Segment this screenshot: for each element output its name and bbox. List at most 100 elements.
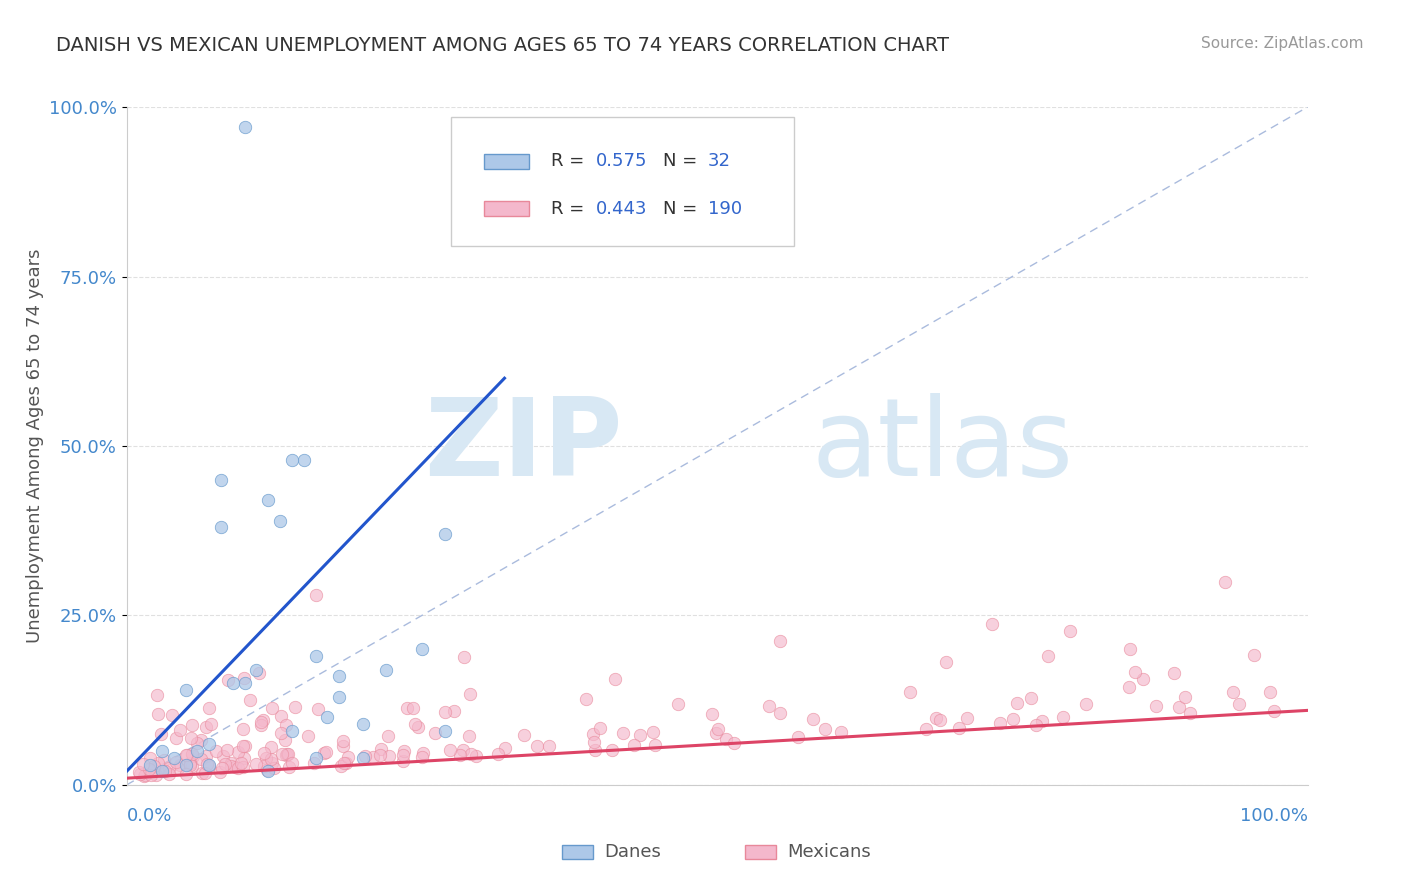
Text: R =: R = bbox=[551, 153, 589, 170]
Point bbox=[252, 713, 274, 727]
Text: N =: N = bbox=[662, 153, 703, 170]
Text: 0.0%: 0.0% bbox=[127, 807, 172, 825]
Point bbox=[1001, 712, 1024, 726]
Point bbox=[1258, 685, 1281, 699]
Point bbox=[704, 725, 727, 739]
Point bbox=[830, 725, 852, 739]
Point bbox=[956, 711, 979, 725]
Point bbox=[169, 757, 191, 772]
Text: R =: R = bbox=[551, 200, 589, 218]
Point bbox=[153, 764, 176, 778]
Point bbox=[283, 700, 305, 714]
Point bbox=[411, 750, 433, 764]
FancyBboxPatch shape bbox=[485, 202, 529, 216]
Point bbox=[981, 616, 1004, 631]
Point bbox=[253, 746, 276, 760]
Point bbox=[641, 725, 664, 739]
Point bbox=[1025, 717, 1047, 731]
Point bbox=[336, 750, 359, 764]
Point bbox=[330, 758, 353, 772]
Point bbox=[233, 739, 256, 753]
Point bbox=[205, 744, 228, 758]
Point bbox=[377, 729, 399, 743]
Point bbox=[208, 765, 231, 780]
Point bbox=[412, 746, 434, 760]
Point bbox=[138, 762, 160, 776]
Point bbox=[1163, 665, 1185, 680]
Text: 0.443: 0.443 bbox=[595, 200, 647, 218]
Point bbox=[758, 698, 780, 713]
Point bbox=[211, 749, 233, 764]
Point bbox=[1132, 673, 1154, 687]
Point bbox=[1005, 696, 1028, 710]
Point bbox=[233, 120, 256, 135]
Point bbox=[263, 761, 285, 775]
Point bbox=[453, 742, 475, 756]
Point bbox=[217, 673, 239, 688]
Point bbox=[260, 752, 283, 766]
Point bbox=[612, 725, 634, 739]
Point bbox=[307, 701, 329, 715]
Point bbox=[198, 757, 221, 772]
Point bbox=[245, 756, 267, 771]
Point bbox=[260, 756, 283, 770]
Point bbox=[195, 720, 218, 734]
Point bbox=[228, 761, 250, 775]
Text: 100.0%: 100.0% bbox=[1240, 807, 1308, 825]
Point bbox=[434, 527, 457, 541]
Point bbox=[186, 744, 208, 758]
Point bbox=[253, 758, 276, 772]
Point bbox=[1052, 710, 1074, 724]
Point bbox=[406, 720, 429, 734]
Point bbox=[129, 767, 152, 781]
Point bbox=[277, 747, 299, 761]
Point bbox=[391, 748, 413, 763]
Point bbox=[453, 649, 475, 664]
Point bbox=[145, 688, 167, 702]
Point bbox=[460, 687, 482, 701]
Point bbox=[589, 722, 612, 736]
Point bbox=[214, 756, 236, 771]
Point bbox=[304, 756, 326, 770]
Point bbox=[198, 700, 221, 714]
Point bbox=[328, 690, 350, 704]
Point bbox=[215, 742, 238, 756]
Point bbox=[270, 726, 292, 740]
Point bbox=[423, 726, 446, 740]
Point bbox=[152, 753, 174, 767]
Point bbox=[257, 493, 280, 508]
Point bbox=[297, 729, 319, 743]
Point bbox=[602, 742, 624, 756]
Point bbox=[269, 514, 291, 528]
Point bbox=[256, 763, 278, 777]
Point bbox=[1031, 714, 1053, 729]
Point bbox=[370, 747, 392, 762]
Point bbox=[181, 718, 204, 732]
Point bbox=[402, 700, 425, 714]
Point bbox=[787, 731, 810, 745]
Point bbox=[370, 742, 392, 756]
Point bbox=[224, 760, 246, 774]
Text: N =: N = bbox=[662, 200, 703, 218]
Point bbox=[700, 706, 723, 721]
Point bbox=[190, 766, 212, 780]
Point bbox=[157, 766, 180, 780]
Point bbox=[270, 709, 292, 723]
Point bbox=[335, 756, 357, 770]
Point bbox=[254, 751, 277, 765]
Point bbox=[292, 452, 315, 467]
Point bbox=[768, 706, 790, 720]
Point bbox=[219, 759, 242, 773]
Point bbox=[167, 761, 190, 775]
Point bbox=[194, 765, 217, 780]
FancyBboxPatch shape bbox=[451, 117, 794, 246]
Point bbox=[148, 756, 170, 771]
Point bbox=[211, 761, 233, 775]
Point bbox=[375, 663, 398, 677]
Point bbox=[411, 642, 433, 657]
Point bbox=[145, 767, 167, 781]
Point bbox=[898, 685, 921, 699]
Point bbox=[315, 745, 337, 759]
Point bbox=[924, 711, 946, 725]
Point bbox=[304, 649, 326, 664]
